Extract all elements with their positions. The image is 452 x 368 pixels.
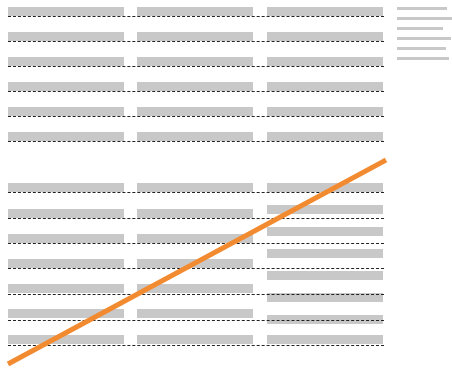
table-cell-placeholder [8,259,124,268]
row-divider [8,218,384,219]
row-divider [8,294,384,295]
table-cell-placeholder [8,107,124,116]
table-cell-placeholder [137,335,253,344]
row-divider [8,66,384,67]
row-divider [8,345,384,346]
table-cell-placeholder [267,271,383,280]
row-divider [8,141,384,142]
table-cell-placeholder [8,82,124,91]
table-cell-placeholder [267,315,383,324]
table-cell-placeholder [137,132,253,141]
table-cell-placeholder [8,234,124,243]
table-cell-placeholder [137,284,253,293]
legend-line-placeholder [397,7,447,10]
table-cell-placeholder [8,284,124,293]
table-cell-placeholder [8,309,124,318]
legend-line-placeholder [397,57,449,60]
table-cell-placeholder [8,132,124,141]
row-divider [8,91,384,92]
table-cell-placeholder [267,249,383,258]
table-cell-placeholder [137,209,253,218]
legend-line-placeholder [397,17,452,20]
table-cell-placeholder [8,57,124,66]
row-divider [8,268,384,269]
row-divider [8,41,384,42]
table-cell-placeholder [267,7,383,16]
table-cell-placeholder [137,7,253,16]
table-cell-placeholder [137,57,253,66]
table-cell-placeholder [267,132,383,141]
row-divider [8,320,384,321]
table-cell-placeholder [8,183,124,192]
legend-line-placeholder [397,47,446,50]
table-cell-placeholder [267,183,383,192]
table-cell-placeholder [137,234,253,243]
table-cell-placeholder [137,32,253,41]
row-divider [8,243,384,244]
diagonal-stroke [6,157,388,367]
table-cell-placeholder [267,82,383,91]
legend-line-placeholder [397,37,451,40]
table-cell-placeholder [137,82,253,91]
table-cell-placeholder [267,32,383,41]
legend-line-placeholder [397,27,443,30]
table-cell-placeholder [267,335,383,344]
row-divider [8,116,384,117]
table-cell-placeholder [8,335,124,344]
row-divider [8,192,384,193]
table-cell-placeholder [267,57,383,66]
table-cell-placeholder [267,293,383,302]
table-cell-placeholder [8,32,124,41]
table-cell-placeholder [8,7,124,16]
table-cell-placeholder [8,209,124,218]
table-cell-placeholder [267,107,383,116]
table-cell-placeholder [267,205,383,214]
table-cell-placeholder [137,183,253,192]
table-cell-placeholder [137,309,253,318]
table-cell-placeholder [137,107,253,116]
row-divider [8,16,384,17]
table-cell-placeholder [267,227,383,236]
